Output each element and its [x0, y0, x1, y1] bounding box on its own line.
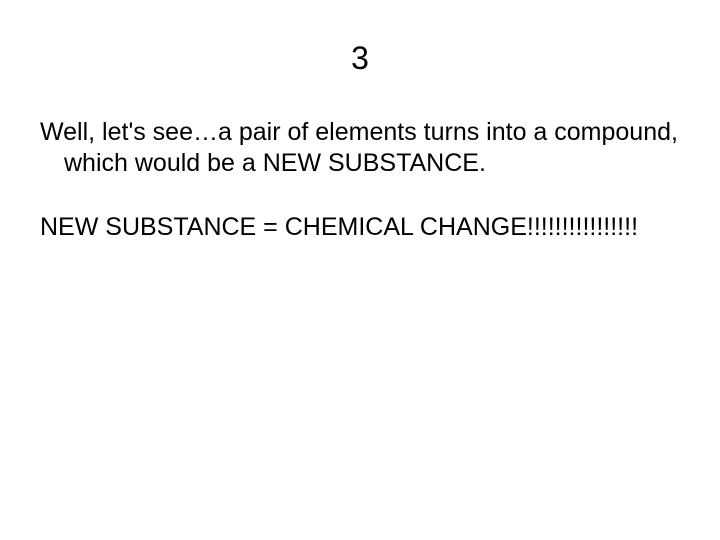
paragraph-2-text: NEW SUBSTANCE = CHEMICAL CHANGE!!!!!!!!!… — [40, 212, 680, 243]
paragraph-1: Well, let's see…a pair of elements turns… — [40, 117, 680, 180]
paragraph-2: NEW SUBSTANCE = CHEMICAL CHANGE!!!!!!!!!… — [40, 212, 680, 243]
paragraph-1-text: Well, let's see…a pair of elements turns… — [40, 117, 680, 180]
slide-container: 3 Well, let's see…a pair of elements tur… — [0, 0, 720, 540]
slide-title: 3 — [40, 40, 680, 77]
